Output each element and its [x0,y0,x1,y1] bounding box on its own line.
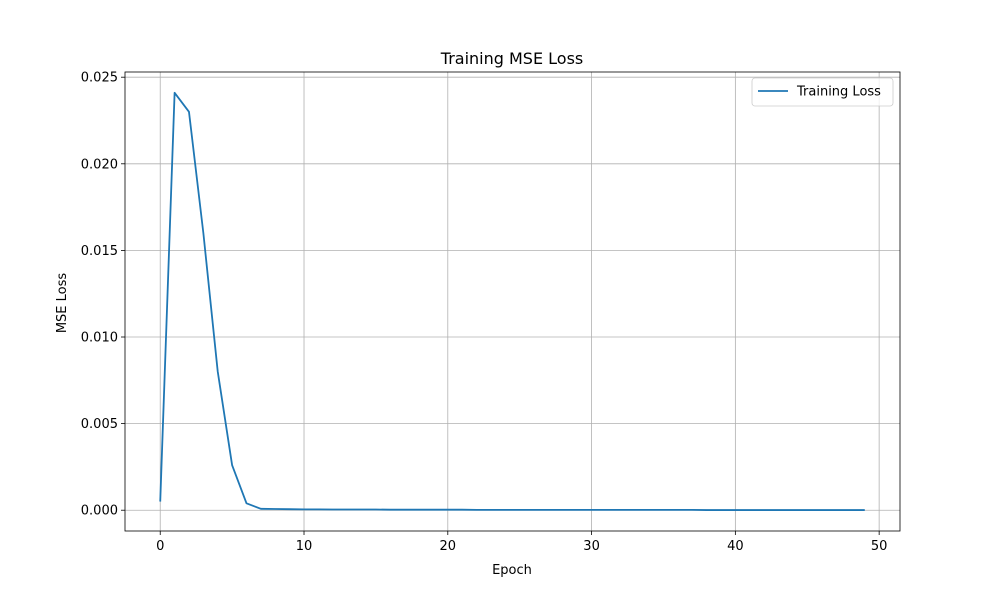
legend-label: Training Loss [796,85,881,100]
x-axis-label: Epoch [492,563,532,578]
y-tick-label: 0.010 [81,331,118,346]
chart-title: Training MSE Loss [440,49,583,68]
plot-frame [124,71,901,532]
x-axis-ticks: 0 10 20 30 40 50 [156,531,887,554]
y-tick-label: 0.015 [81,244,118,259]
x-tick-label: 20 [440,539,457,554]
y-tick-label: 0.005 [81,417,118,432]
x-tick-label: 0 [156,539,164,554]
y-axis-label: MSE Loss [55,273,70,334]
x-tick-label: 30 [583,539,600,554]
x-tick-label: 50 [871,539,888,554]
legend: Training Loss [751,77,894,107]
y-axis-ticks: 0.000 0.005 0.010 0.015 0.020 0.025 [81,71,125,519]
grid [125,72,900,531]
y-tick-label: 0.020 [81,157,118,172]
series-line-training-loss [159,91,865,511]
x-tick-label: 40 [727,539,744,554]
series-layer [159,91,865,511]
y-tick-label: 0.025 [81,71,118,86]
legend-box [751,77,894,107]
y-tick-label: 0.000 [81,504,118,519]
x-tick-label: 10 [296,539,313,554]
